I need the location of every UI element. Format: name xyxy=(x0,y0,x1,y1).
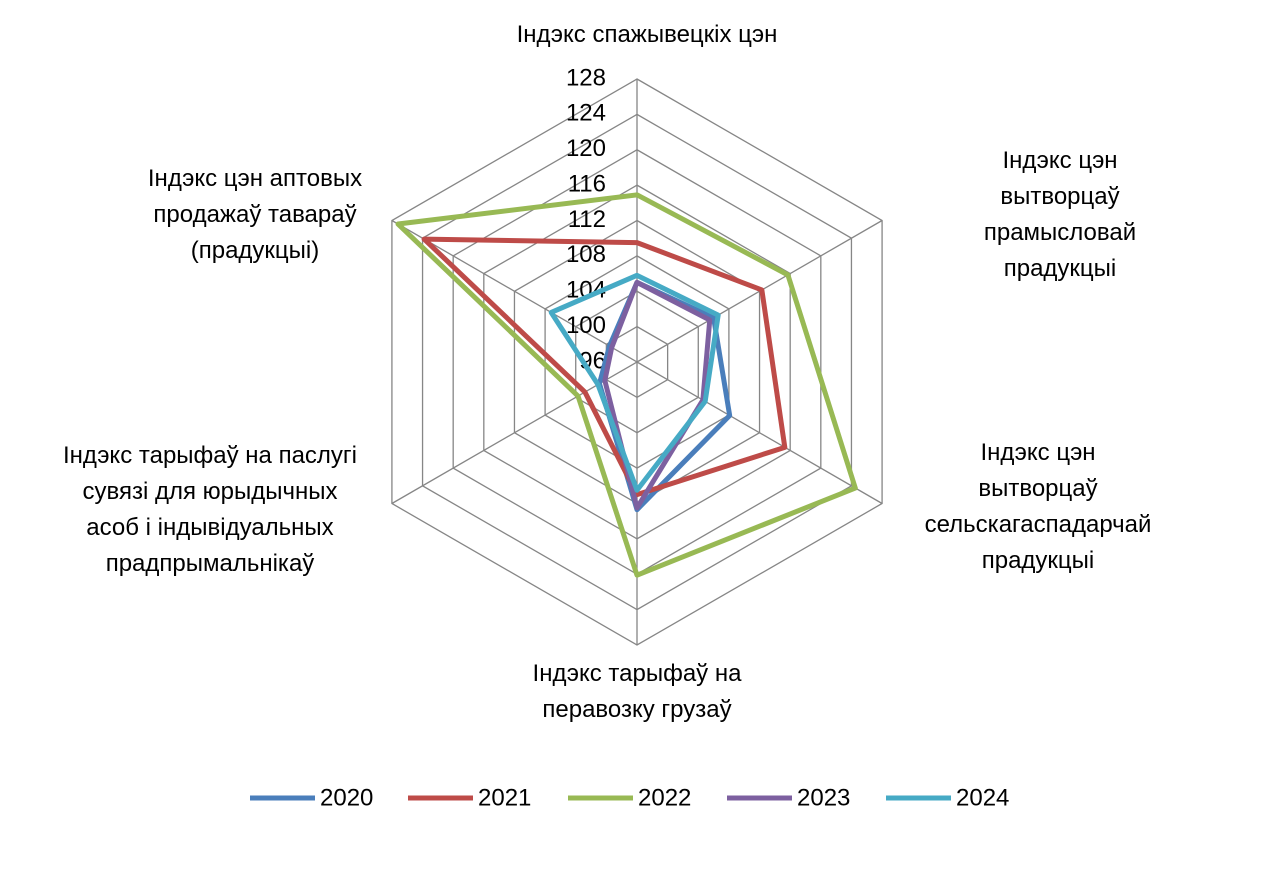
axis-label: Індэкс цэн аптовых продажаў тавараў (пра… xyxy=(147,165,363,264)
tick-label: 128 xyxy=(566,64,606,91)
axis-spoke xyxy=(636,361,883,505)
axis-label: Індэкс цэн вытворцаў прамысловай прадукц… xyxy=(983,147,1137,282)
axis-label: Індэкс тарыфаў на перавозку грузаў xyxy=(532,660,742,723)
legend-label: 2022 xyxy=(638,784,691,811)
legend-label: 2021 xyxy=(478,784,531,811)
tick-label: 100 xyxy=(566,312,606,339)
tick-label: 112 xyxy=(568,206,606,233)
legend-label: 2024 xyxy=(956,784,1009,811)
series-line xyxy=(548,272,721,493)
tick-label: 120 xyxy=(566,135,606,162)
series-line xyxy=(421,236,788,498)
legend-label: 2020 xyxy=(320,784,373,811)
legend-label: 2023 xyxy=(797,784,850,811)
series-line xyxy=(596,279,733,513)
tick-label: 124 xyxy=(566,100,606,127)
series-line xyxy=(602,279,713,511)
series-line xyxy=(395,192,858,578)
axis-label: Індэкс тарыфаў на паслугі сувязі для юры… xyxy=(62,442,358,577)
axis-label: Індэкс спажывецкіх цэн xyxy=(516,21,778,48)
tick-label: 108 xyxy=(566,241,606,268)
axis-label: Індэкс цэн вытворцаў сельскагаспадарчай … xyxy=(924,439,1152,574)
tick-label: 116 xyxy=(568,170,606,197)
